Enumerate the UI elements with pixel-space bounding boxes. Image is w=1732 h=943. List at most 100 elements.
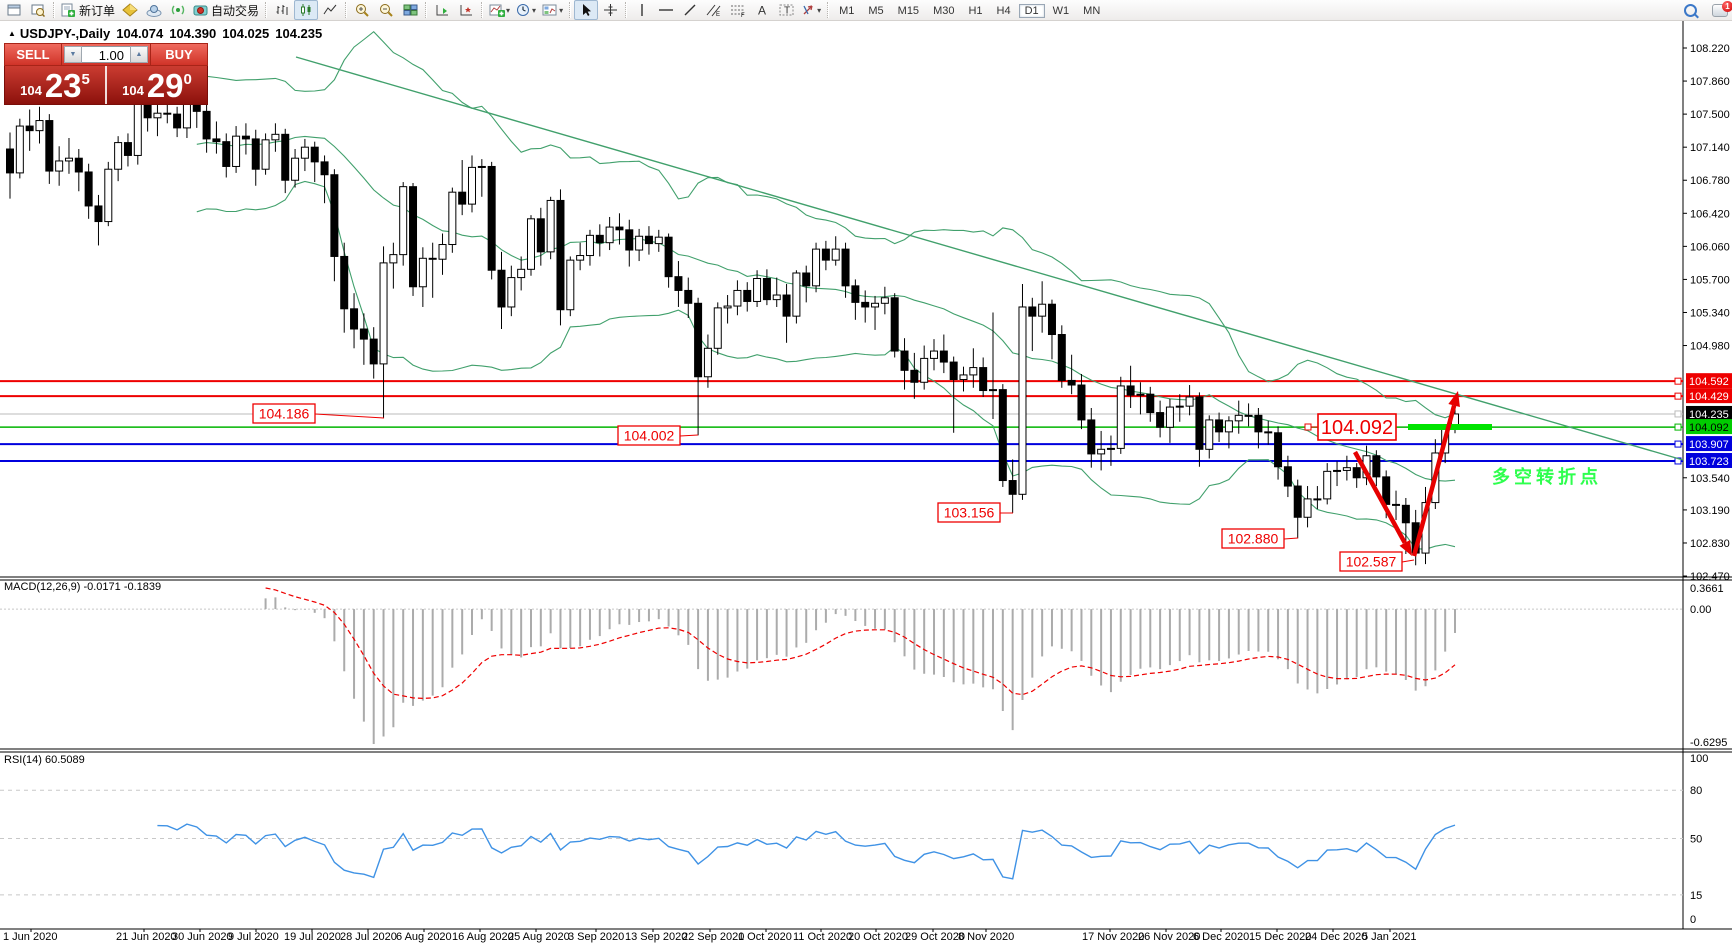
add-indicator-icon[interactable]: ▾	[486, 0, 513, 20]
candle	[74, 149, 83, 192]
level-anchor-square[interactable]	[1674, 410, 1682, 418]
level-anchor-square[interactable]	[1674, 440, 1682, 448]
level-anchor-square[interactable]	[1674, 423, 1682, 431]
trend-arrow-line[interactable]	[1411, 404, 1457, 557]
candle	[1097, 430, 1106, 471]
timeframe-m5[interactable]: M5	[868, 5, 884, 17]
trendline-tool-icon[interactable]	[678, 0, 702, 20]
timeframe-m30[interactable]: M30	[933, 5, 955, 17]
rsi-level-label: 15	[1690, 890, 1702, 902]
price-tick-label: 107.140	[1690, 142, 1730, 154]
timeframe-d1[interactable]: D1	[1018, 4, 1045, 18]
price-annotation[interactable]: 104.186	[252, 403, 385, 424]
indicator-window-alt-icon[interactable]	[454, 0, 478, 20]
price-tick-label: 107.500	[1690, 109, 1730, 121]
metaeditor-icon[interactable]	[118, 0, 142, 20]
price-annotation[interactable]: 102.587	[1339, 551, 1415, 572]
text-tool-icon[interactable]: A	[750, 0, 774, 20]
new-order-button[interactable]: 新订单	[58, 0, 118, 20]
volume-increase-button[interactable]: ▲	[130, 46, 148, 63]
volume-decrease-button[interactable]: ▼	[64, 46, 82, 63]
time-tick-label: 8 Nov 2020	[958, 931, 1014, 943]
candle-chart-type-icon[interactable]	[294, 0, 319, 20]
candle	[1254, 407, 1263, 449]
collapse-panel-icon[interactable]: ▲	[8, 29, 16, 38]
price-annotation-text: 102.587	[1346, 554, 1397, 570]
volume-input[interactable]: 1.00	[82, 46, 130, 63]
community-icon[interactable]	[142, 0, 166, 20]
candle	[84, 163, 93, 219]
time-tick-label: 28 Jul 2020	[340, 931, 397, 943]
candle	[1224, 416, 1233, 449]
template-icon[interactable]: ▾	[539, 0, 566, 20]
buy-price[interactable]: 104 29 0	[107, 66, 207, 104]
candle	[6, 132, 14, 199]
arrows-tool-icon[interactable]: ▾	[798, 0, 824, 20]
candle	[359, 313, 368, 365]
search-icon[interactable]	[1678, 0, 1702, 20]
zoom-in-icon[interactable]	[350, 0, 374, 20]
time-tick-label: 1 Oct 2020	[738, 931, 792, 943]
candle	[576, 242, 585, 271]
candle	[949, 356, 958, 433]
price-badge-text: 104.092	[1689, 422, 1729, 434]
price-annotation[interactable]: 104.002	[617, 425, 699, 446]
horizontal-line-tool-icon[interactable]	[654, 0, 678, 20]
trend-arrow-line[interactable]	[1353, 450, 1407, 544]
sell-button[interactable]: SELL	[4, 43, 62, 66]
price-badge	[1686, 452, 1732, 468]
bull-bear-turning-point-note[interactable]: 多空转折点	[1492, 466, 1602, 487]
buy-price-pipette: 0	[183, 71, 192, 88]
vertical-line-tool-icon[interactable]	[630, 0, 654, 20]
level-anchor-square[interactable]	[1674, 377, 1682, 385]
time-tick-label: 9 Jul 2020	[228, 931, 279, 943]
chart-profile-icon[interactable]	[26, 0, 50, 20]
descending-trendline[interactable]	[295, 56, 1684, 461]
price-annotation[interactable]: 103.156	[937, 502, 1013, 523]
level-anchor-square[interactable]	[1674, 392, 1682, 400]
key-level-anchor[interactable]	[1304, 423, 1312, 431]
chart-window-icon[interactable]	[2, 0, 26, 20]
crosshair-icon[interactable]	[598, 0, 622, 20]
price-annotation-text: 103.156	[944, 505, 995, 521]
candle	[772, 277, 781, 307]
line-chart-type-icon[interactable]	[318, 0, 342, 20]
indicator-window-icon[interactable]	[430, 0, 454, 20]
sell-price[interactable]: 104 23 5	[5, 66, 107, 104]
candle	[468, 155, 477, 213]
key-level-label-box[interactable]	[1317, 413, 1397, 441]
price-badge	[1686, 419, 1732, 435]
timeframe-clock-icon[interactable]: ▾	[513, 0, 539, 20]
price-tick-label: 103.190	[1690, 505, 1730, 517]
notifications-icon[interactable]: 1	[1712, 0, 1732, 17]
timeframe-mn[interactable]: MN	[1083, 5, 1101, 17]
ohlc-low: 104.025	[222, 26, 270, 41]
timeframe-h1[interactable]: H1	[968, 5, 983, 17]
rsi-line	[157, 823, 1456, 880]
time-tick-label: 11 Oct 2020	[793, 931, 852, 943]
price-annotation[interactable]: 102.880	[1221, 528, 1299, 549]
tile-windows-icon[interactable]	[398, 0, 422, 20]
timeframe-h4[interactable]: H4	[996, 5, 1011, 17]
candle	[350, 293, 359, 349]
candle	[438, 233, 447, 275]
candle	[743, 282, 752, 312]
channel-tool-icon[interactable]: E	[702, 0, 726, 20]
bar-chart-type-icon[interactable]	[270, 0, 294, 20]
autotrade-button[interactable]: 自动交易	[190, 0, 262, 20]
timeframe-m15[interactable]: M15	[897, 5, 920, 17]
chart-ohlc-header: ▲ USDJPY-,Daily 104.074 104.390 104.025 104.2…	[8, 26, 322, 41]
candle	[851, 279, 860, 320]
timeframe-m1[interactable]: M1	[839, 5, 855, 17]
signals-icon[interactable]	[166, 0, 190, 20]
timeframe-w1[interactable]: W1	[1052, 5, 1070, 17]
cursor-icon[interactable]	[574, 0, 599, 20]
candle	[644, 226, 653, 255]
fibonacci-tool-icon[interactable]: F	[726, 0, 750, 20]
price-annotation-text: 102.880	[1228, 531, 1279, 547]
candle	[733, 280, 742, 316]
buy-button[interactable]: BUY	[150, 43, 208, 66]
zoom-out-icon[interactable]	[374, 0, 398, 20]
text-label-tool-icon[interactable]: T	[774, 0, 798, 20]
